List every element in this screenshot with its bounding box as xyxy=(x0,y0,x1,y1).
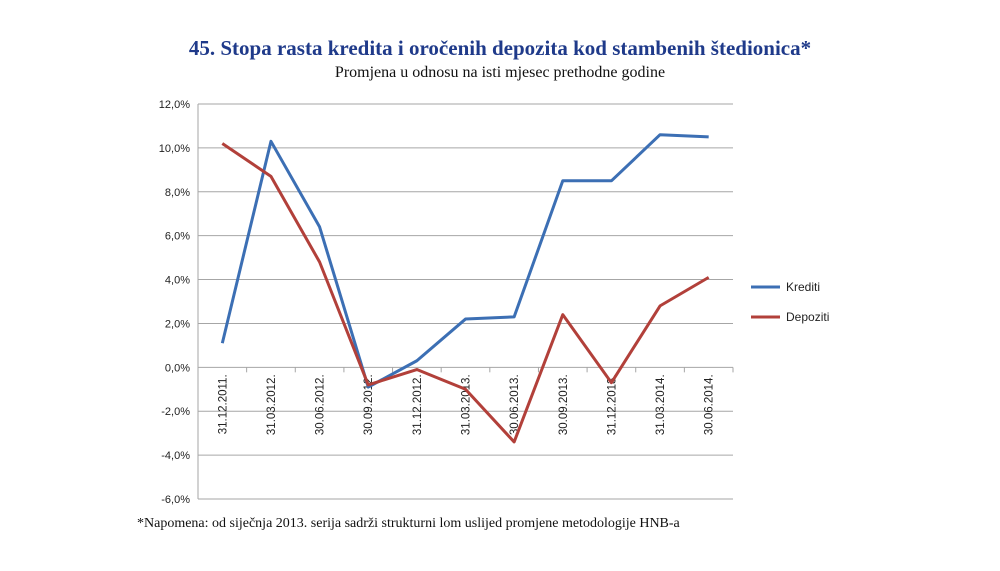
y-tick-label: 8,0% xyxy=(165,187,190,199)
x-tick-label: 31.12.2012. xyxy=(412,374,424,435)
y-axis-ticks: 12,0% 10,0% 8,0% 6,0% 4,0% 2,0% 0,0% -2,0% -4,0%… xyxy=(159,99,190,506)
x-tick-label: 30.06.2012. xyxy=(315,374,327,435)
x-tick-label: 30.06.2014. xyxy=(704,374,716,435)
x-axis-ticks: 31.12.2011. 31.03.2012. 30.06.2012. 30.09.2… xyxy=(217,374,715,435)
y-tick-label: 0,0% xyxy=(165,362,190,374)
series-line-krediti xyxy=(220,133,709,389)
x-tick-label: 31.12.2011. xyxy=(217,374,229,434)
x-tick-label: 31.03.2013. xyxy=(461,374,473,435)
y-tick-label: 12,0% xyxy=(159,99,190,111)
y-tick-label: 10,0% xyxy=(159,143,190,155)
grid-lines xyxy=(197,103,734,500)
y-tick-label: -6,0% xyxy=(161,494,190,506)
x-tick-label: 30.09.2013. xyxy=(558,374,570,435)
y-tick-label: 6,0% xyxy=(165,231,190,243)
legend-label: Depoziti xyxy=(786,310,829,324)
x-tick-label: 31.03.2014. xyxy=(655,374,667,435)
x-tick-label: 30.09.2012. xyxy=(363,374,375,435)
x-tick-label: 31.12.2013. xyxy=(606,374,618,435)
series-line-depoziti xyxy=(221,142,710,444)
x-tick-label: 30.06.2013. xyxy=(509,374,521,435)
footnote: *Napomena: od siječnja 2013. serija sadr… xyxy=(137,516,680,531)
chart-subtitle: Promjena u odnosu na isti mjesec prethod… xyxy=(334,64,666,81)
y-tick-label: -4,0% xyxy=(161,450,190,462)
y-tick-label: 4,0% xyxy=(165,275,190,287)
series-lines xyxy=(220,133,710,444)
legend: Krediti Depoziti xyxy=(751,280,829,324)
y-tick-label: -2,0% xyxy=(161,406,190,418)
legend-label: Krediti xyxy=(786,280,820,294)
chart-title: 45. Stopa rasta kredita i oročenih depoz… xyxy=(188,36,812,60)
x-tick-label: 31.03.2012. xyxy=(266,374,278,435)
y-tick-label: 2,0% xyxy=(165,318,190,330)
